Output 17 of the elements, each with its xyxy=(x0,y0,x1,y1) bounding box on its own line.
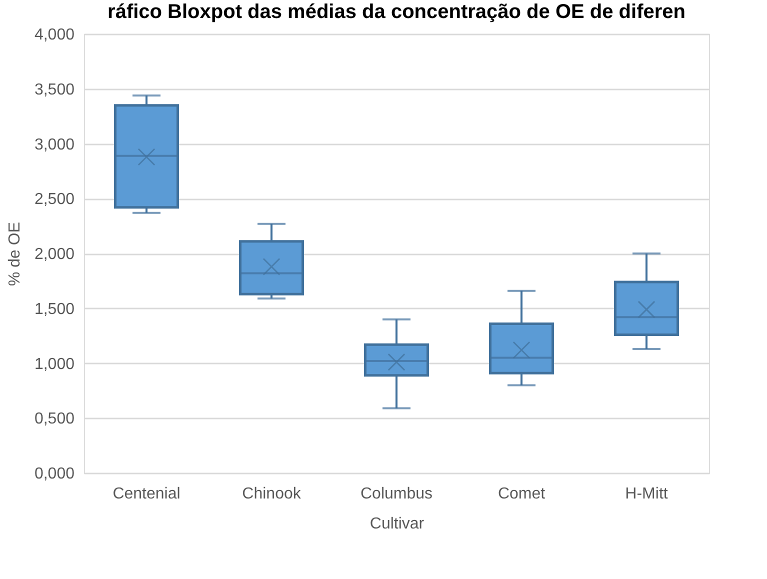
x-axis-title: Cultivar xyxy=(370,516,425,532)
x-tick-label: Centenial xyxy=(112,486,180,502)
y-tick-label: 0,500 xyxy=(34,410,75,428)
x-tick-label: Chinook xyxy=(242,486,302,502)
y-tick-label: 1,500 xyxy=(34,300,75,318)
y-tick-label: 3,000 xyxy=(34,136,75,154)
chart-title: ráfico Bloxpot das médias da concentração de OE de diferen xyxy=(108,1,686,23)
x-tick-label: Comet xyxy=(498,486,546,502)
x-tick-label: Columbus xyxy=(360,486,433,502)
x-tick-label: H-Mitt xyxy=(625,486,668,502)
y-tick-label: 0,000 xyxy=(34,466,75,482)
y-tick-label: 4,000 xyxy=(34,26,75,44)
y-tick-label: 2,000 xyxy=(34,246,75,263)
y-axis-title: % de OE xyxy=(6,222,24,286)
y-tick-label: 2,500 xyxy=(34,191,75,208)
y-tick-label: 1,000 xyxy=(34,356,75,373)
y-tick-label: 3,500 xyxy=(34,81,75,98)
